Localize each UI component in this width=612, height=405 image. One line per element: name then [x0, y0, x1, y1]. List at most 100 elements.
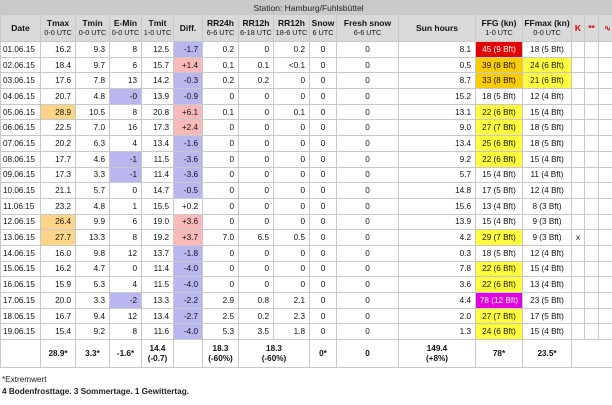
rr12h-day-cell: 0 — [238, 197, 274, 215]
tmax-cell: 15.4 — [40, 323, 76, 341]
sun-hours-cell: 15.2 — [398, 88, 476, 105]
ffg-cell: 17 (5 Bft) — [475, 182, 523, 199]
summary-sun-hours-cell: 149.4 (+8%) — [398, 339, 476, 369]
ffmax-cell: 15 (4 Bft) — [522, 323, 572, 341]
summary-rr24h-value: 18.3 — [212, 343, 229, 353]
ffmax-cell: 15 (4 Bft) — [522, 260, 572, 278]
thunder-cell — [571, 119, 585, 137]
emin-cell: 6 — [109, 213, 142, 231]
snowfall-cell — [584, 213, 599, 231]
table-row: 10.06.15 21.1 5.7 0 14.7 -0.5 0 0 0 0 0 14.8 17 (5 B… — [0, 182, 612, 199]
ffg-cell: 24 (6 Bft) — [475, 323, 523, 341]
rr12h-day-cell: 0 — [238, 260, 274, 278]
summary-sun-hours-value: 149.4 — [426, 343, 448, 353]
snow-cell: 0 — [309, 213, 337, 231]
fresh-snow-cell: 0 — [336, 103, 399, 121]
fresh-snow-cell: 0 — [336, 41, 399, 58]
col-ffmax-label: FFmax (kn) — [524, 18, 570, 28]
fresh-snow-cell: 0 — [336, 119, 399, 137]
thunder-cell — [571, 56, 585, 74]
emin-cell: -0 — [109, 88, 142, 105]
ffg-cell: 33 (8 Bft) — [475, 72, 523, 90]
table-row: 06.06.15 22.5 7.0 16 17.3 +2.4 0 0 0 0 0 9.0 27 (7 B… — [0, 119, 612, 137]
summary-rr24h-cell: 18.3 (-60%) — [202, 339, 239, 369]
rr12h-night-cell: 0 — [273, 213, 310, 231]
tmax-cell: 22.5 — [40, 119, 76, 137]
fresh-snow-cell: 0 — [336, 166, 399, 184]
snowfall-cell — [584, 229, 599, 246]
tmax-cell: 26.4 — [40, 213, 76, 231]
thunder-cell — [571, 213, 585, 231]
tmax-cell: 20.0 — [40, 292, 76, 309]
ffg-cell: 18 (5 Bft) — [475, 244, 523, 262]
tmax-cell: 23.2 — [40, 197, 76, 215]
snow-cell: 0 — [309, 244, 337, 262]
rr12h-night-cell: 2.1 — [273, 292, 310, 309]
tmax-cell: 16.2 — [40, 41, 76, 58]
ffmax-cell: 23 (5 Bft) — [522, 292, 572, 309]
diff-cell: -1.8 — [173, 244, 203, 262]
diff-cell: +6.1 — [173, 103, 203, 121]
tmax-cell: 18.4 — [40, 56, 76, 74]
tmin-cell: 3.3 — [75, 166, 110, 184]
snowfall-cell — [584, 307, 599, 325]
fog-cell — [597, 72, 612, 90]
emin-cell: 8 — [109, 103, 142, 121]
table-row: 13.06.15 27.7 13.3 8 19.2 +3.7 7.0 6.5 0.5 0 0 4.2 2… — [0, 229, 612, 246]
col-ffg-label: FFG (kn) — [481, 18, 517, 28]
rr12h-day-cell: 0 — [238, 276, 274, 293]
snowfall-cell — [584, 260, 599, 278]
rr12h-day-cell: 0 — [238, 166, 274, 184]
emin-cell: 12 — [109, 307, 142, 325]
rr24h-cell: 7.0 — [202, 229, 239, 246]
thunder-cell — [571, 244, 585, 262]
tmin-cell: 4.8 — [75, 88, 110, 105]
date-cell: 16.06.15 — [0, 276, 41, 293]
col-rr12h-day-unit: 6-18 UTC — [240, 28, 272, 37]
date-cell: 19.06.15 — [0, 323, 41, 341]
ffmax-cell: 24 (6 Bft) — [522, 56, 572, 74]
date-cell: 17.06.15 — [0, 292, 41, 309]
fog-cell — [597, 307, 612, 325]
fresh-snow-cell: 0 — [336, 213, 399, 231]
summary-ffmax-value: 23.5* — [537, 348, 557, 358]
date-cell: 02.06.15 — [0, 56, 41, 74]
ffg-cell: 13 (4 Bft) — [475, 197, 523, 215]
rr12h-night-cell: 0 — [273, 182, 310, 199]
diff-cell: -0.3 — [173, 72, 203, 90]
rr12h-day-cell: 0 — [238, 244, 274, 262]
rr24h-cell: 0.2 — [202, 72, 239, 90]
table-row: 09.06.15 17.3 3.3 -1 11.4 -3.6 0 0 0 0 0 5.7 15 (4 B… — [0, 166, 612, 184]
col-fresh-snow-header: Fresh snow 6-6 UTC — [336, 14, 399, 42]
snowfall-cell — [584, 244, 599, 262]
rr12h-day-cell: 0.1 — [238, 56, 274, 74]
fog-cell — [597, 119, 612, 137]
ffmax-cell: 9 (3 Bft) — [522, 213, 572, 231]
rr24h-cell: 0 — [202, 166, 239, 184]
rr24h-cell: 0 — [202, 150, 239, 168]
tmin-cell: 5.3 — [75, 276, 110, 293]
tmin-cell: 4.7 — [75, 260, 110, 278]
emin-cell: 8 — [109, 229, 142, 246]
ffmax-cell: 17 (5 Bft) — [522, 307, 572, 325]
rr24h-cell: 0.1 — [202, 103, 239, 121]
tmit-cell: 11.5 — [141, 276, 174, 293]
col-sun-hours-label: Sun hours — [415, 22, 459, 33]
fog-cell — [597, 197, 612, 215]
tmax-cell: 21.1 — [40, 182, 76, 199]
sun-hours-cell: 2.0 — [398, 307, 476, 325]
date-cell: 15.06.15 — [0, 260, 41, 278]
col-tmax-label: Tmax — [46, 18, 70, 28]
emin-cell: 6 — [109, 56, 142, 74]
date-cell: 09.06.15 — [0, 166, 41, 184]
tmax-cell: 15.9 — [40, 276, 76, 293]
table-row: 04.06.15 20.7 4.8 -0 13.9 -0.9 0 0 0 0 0 15.2 18 (5 … — [0, 88, 612, 105]
date-cell: 10.06.15 — [0, 182, 41, 199]
rr24h-cell: 0 — [202, 197, 239, 215]
rr12h-day-cell: 0 — [238, 88, 274, 105]
ffg-cell: 18 (5 Bft) — [475, 88, 523, 105]
snow-cell: 0 — [309, 197, 337, 215]
ffg-cell: 27 (7 Bft) — [475, 307, 523, 325]
col-snowfall-header: ** — [584, 14, 599, 42]
date-cell: 05.06.15 — [0, 103, 41, 121]
